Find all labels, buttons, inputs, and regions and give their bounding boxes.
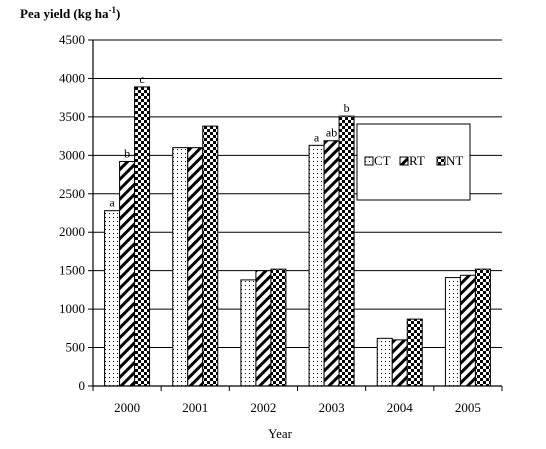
bar-ct-2003 xyxy=(308,144,325,387)
bar-rt-2000 xyxy=(119,160,136,387)
bars xyxy=(104,86,491,387)
x-tick-label: 2005 xyxy=(455,400,481,415)
bar-rt-2004 xyxy=(391,339,408,387)
significance-letter: ab xyxy=(326,126,337,140)
y-tick-label: 1000 xyxy=(59,301,85,316)
y-tick-label: 2000 xyxy=(59,224,85,239)
bar-ct-2004 xyxy=(376,337,393,387)
legend-label-nt: NT xyxy=(446,153,463,168)
legend-label-rt: RT xyxy=(409,153,425,168)
y-tick-label: 3000 xyxy=(59,147,85,162)
bar-rt-2003 xyxy=(323,140,340,387)
bar-ct-2000 xyxy=(104,210,121,387)
bar-rt-2002 xyxy=(255,270,272,387)
y-axis-title-superscript: -1 xyxy=(108,5,116,15)
bar-ct-2001 xyxy=(172,147,189,387)
legend-swatch-nt xyxy=(436,156,446,166)
significance-letter: a xyxy=(109,196,115,210)
x-axis-title: Year xyxy=(268,426,293,441)
bar-nt-2002 xyxy=(270,268,287,387)
x-tick-label: 2004 xyxy=(387,400,414,415)
bar-rt-2005 xyxy=(459,274,476,387)
significance-letter: b xyxy=(344,101,350,115)
y-tick-label: 1500 xyxy=(59,263,85,278)
bar-rt-2001 xyxy=(187,147,204,387)
y-tick-label: 500 xyxy=(66,340,86,355)
bar-ct-2005 xyxy=(444,277,461,387)
y-tick-label: 4500 xyxy=(59,32,85,47)
x-tick-label: 2002 xyxy=(250,400,276,415)
x-tick-label: 2003 xyxy=(319,400,345,415)
y-tick-label: 3500 xyxy=(59,109,85,124)
legend-box xyxy=(356,123,471,201)
tick-labels: 050010001500200025003000350040004500abc2… xyxy=(59,32,481,415)
legend: CT RT NT xyxy=(356,123,471,201)
legend-swatch-ct xyxy=(364,156,374,166)
significance-letter: a xyxy=(314,130,320,144)
bar-nt-2000 xyxy=(134,86,151,387)
bar-nt-2005 xyxy=(474,268,491,387)
y-axis-title: Pea yield (kg ha-1) xyxy=(20,5,120,21)
x-tick-label: 2001 xyxy=(182,400,208,415)
y-tick-label: 2500 xyxy=(59,186,85,201)
axes xyxy=(88,39,503,391)
legend-swatch-rt xyxy=(399,156,409,166)
bar-nt-2003 xyxy=(338,115,355,387)
significance-letter: b xyxy=(124,146,130,160)
bar-ct-2002 xyxy=(240,279,257,387)
x-tick-label: 2000 xyxy=(114,400,140,415)
y-tick-label: 4000 xyxy=(59,70,85,85)
y-tick-label: 0 xyxy=(79,378,86,393)
bar-nt-2004 xyxy=(406,318,423,387)
bar-nt-2001 xyxy=(202,125,219,387)
legend-label-ct: CT xyxy=(374,153,391,168)
significance-letter: c xyxy=(139,72,144,86)
